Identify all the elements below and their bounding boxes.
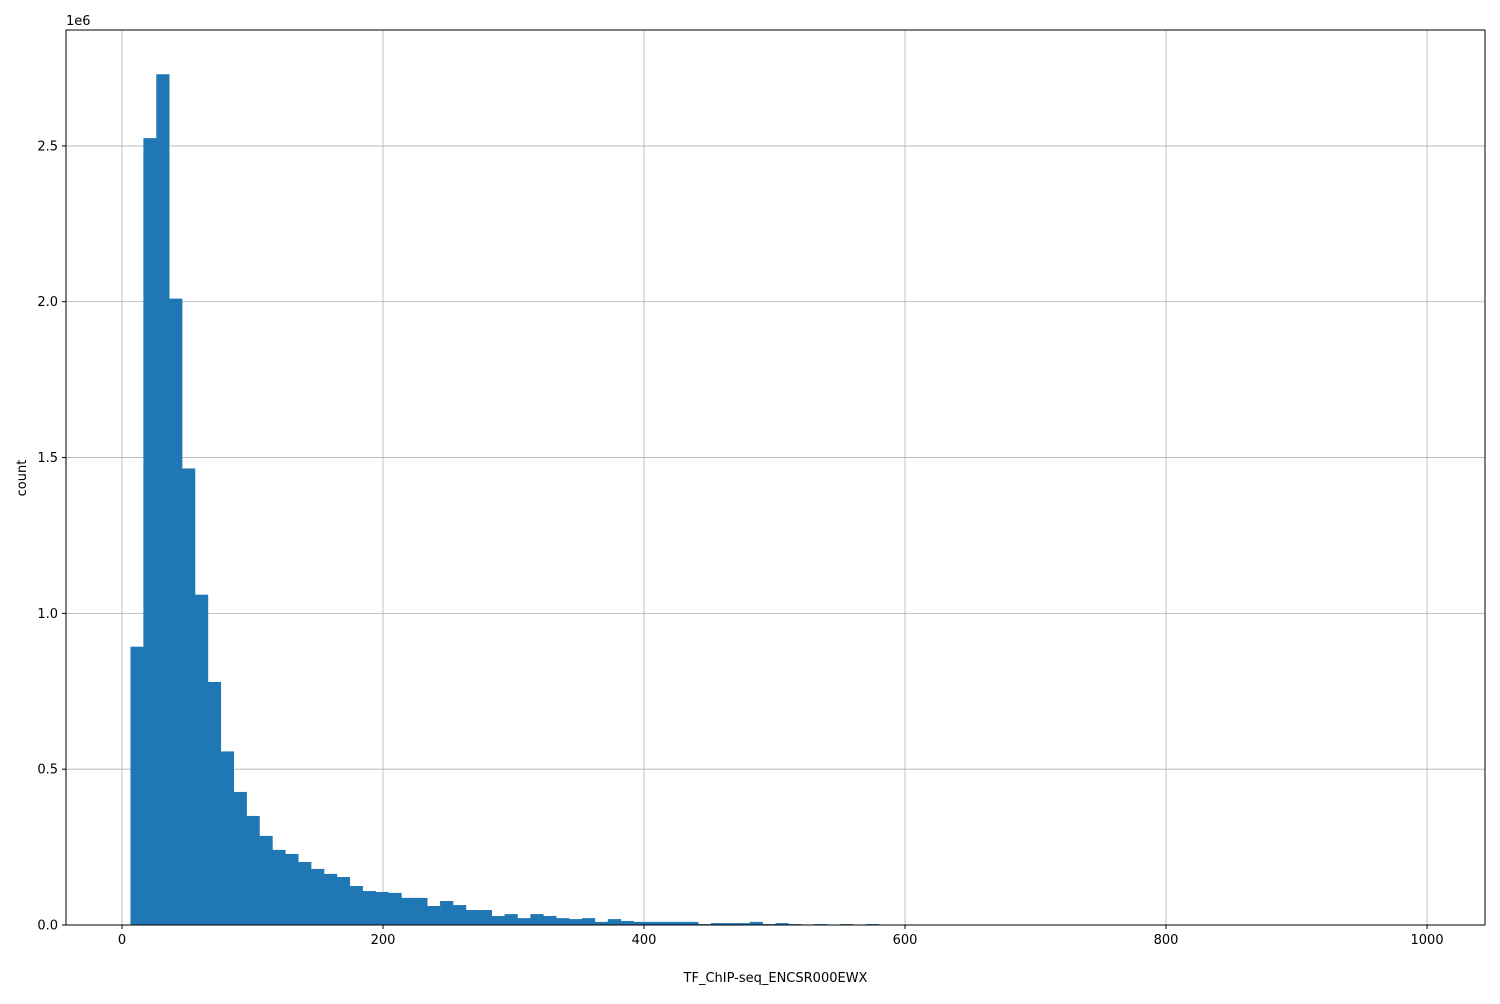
histogram-bar [440, 901, 453, 925]
histogram-bar [156, 74, 169, 925]
histogram-bar [234, 792, 247, 925]
histogram-bar [208, 682, 221, 925]
x-tick-label: 800 [1154, 933, 1179, 948]
histogram-bar [453, 905, 466, 925]
x-axis-label: TF_ChIP-seq_ENCSR000EWX [683, 971, 868, 986]
x-tick-label: 200 [371, 933, 396, 948]
bars [130, 74, 879, 925]
y-tick-label: 2.5 [37, 139, 58, 154]
histogram-bar [466, 910, 479, 925]
histogram-bar [376, 892, 389, 925]
histogram-bar [517, 918, 530, 925]
histogram-bar [169, 299, 182, 925]
grid [66, 30, 1485, 925]
x-tick-label: 0 [118, 933, 126, 948]
histogram-bar [505, 914, 518, 925]
histogram-bar [582, 918, 595, 925]
histogram-bar [337, 877, 350, 925]
histogram-bar [272, 850, 285, 925]
y-tick-label: 1.5 [37, 451, 58, 466]
histogram-bar [530, 914, 543, 925]
histogram-bar [195, 595, 208, 925]
x-tick-label: 600 [893, 933, 918, 948]
histogram-bar [543, 916, 556, 925]
y-axis-ticks: 0.0 0.5 1.0 1.5 2.0 2.5 [37, 139, 66, 933]
histogram-bar [182, 468, 195, 925]
y-tick-label: 1.0 [37, 607, 58, 622]
x-tick-label: 1000 [1411, 933, 1444, 948]
histogram-bar [247, 816, 260, 925]
x-axis-ticks: 0 200 400 600 800 1000 [118, 925, 1444, 948]
histogram-bar [259, 836, 272, 925]
histogram-bar [569, 919, 582, 925]
y-tick-label: 0.0 [37, 919, 58, 934]
histogram-bar [388, 893, 401, 925]
histogram-bar [221, 751, 234, 925]
histogram-bar [298, 862, 311, 925]
histogram-bar [350, 886, 363, 925]
histogram-bar [285, 854, 298, 925]
x-tick-label: 400 [632, 933, 657, 948]
axes-frame [66, 30, 1485, 925]
histogram-bar [363, 891, 376, 925]
histogram-bar [621, 921, 634, 925]
histogram-bar [130, 647, 143, 925]
y-tick-label: 2.0 [37, 295, 58, 310]
histogram-bar [556, 918, 569, 925]
histogram-bar [143, 138, 156, 925]
histogram-bar [427, 906, 440, 925]
y-offset-label: 1e6 [66, 14, 91, 29]
histogram-bar [401, 898, 414, 925]
y-axis-label: count [15, 460, 30, 497]
histogram-bar [608, 919, 621, 925]
histogram-bar [479, 910, 492, 925]
histogram-bar [414, 898, 427, 925]
histogram-bar [324, 874, 337, 925]
histogram-bar [311, 869, 324, 925]
histogram-bar [492, 916, 505, 925]
y-tick-label: 0.5 [37, 763, 58, 778]
